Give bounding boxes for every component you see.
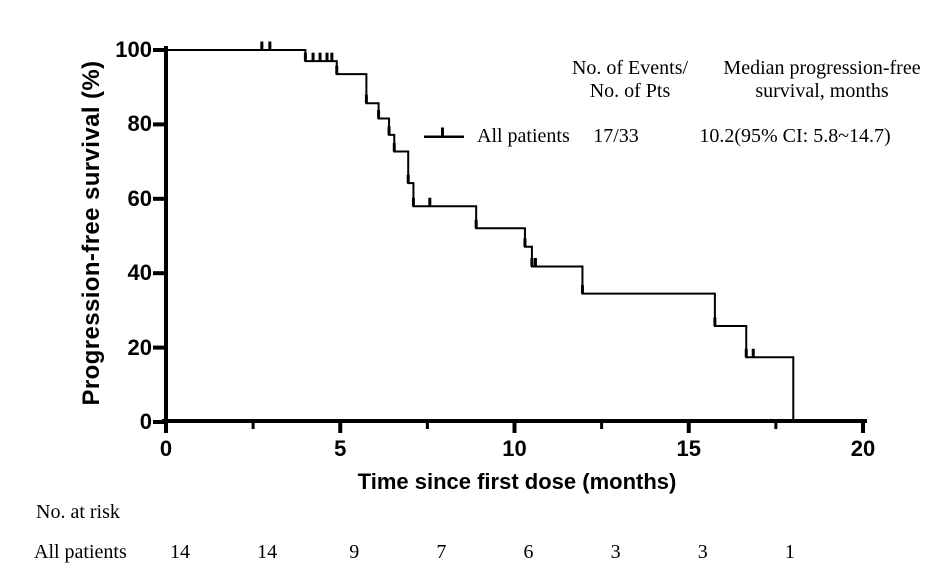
legend-series-label: All patients: [477, 125, 570, 147]
x-axis-title: Time since first dose (months): [357, 469, 677, 494]
legend-events-header-line2: No. of Pts: [589, 80, 671, 102]
event-tick-mark: [474, 219, 478, 229]
risk-value: 3: [697, 541, 708, 563]
censor-tick-mark: [311, 52, 315, 62]
y-axis-tick: [153, 122, 164, 127]
x-axis-minor-tick: [251, 423, 255, 429]
event-tick-mark: [580, 285, 584, 294]
x-tick-label: 20: [850, 436, 876, 461]
risk-value: 14: [170, 541, 190, 563]
y-tick-label: 80: [127, 111, 152, 137]
y-axis-tick: [153, 420, 164, 424]
y-axis-tick: [153, 345, 164, 350]
x-axis-tick: [861, 423, 865, 433]
event-tick-mark: [392, 143, 396, 152]
censor-tick-mark: [533, 258, 537, 267]
event-tick-mark: [335, 65, 339, 75]
y-tick-label: 100: [115, 37, 152, 62]
x-axis-spine: [162, 419, 867, 423]
event-tick-mark: [364, 94, 368, 104]
event-tick-mark: [411, 197, 415, 207]
legend-median-header-line2: survival, months: [755, 80, 889, 102]
x-axis-tick: [338, 423, 343, 433]
risk-value: 9: [349, 541, 360, 563]
x-axis-minor-tick: [425, 423, 429, 429]
legend-events-column-header: No. of Events/ No. of Pts: [540, 57, 720, 103]
censor-tick-mark: [325, 52, 329, 62]
risk-row-label: All patients: [34, 541, 127, 563]
event-tick-mark: [406, 174, 410, 184]
event-tick-mark: [744, 348, 748, 358]
x-axis-tick: [512, 423, 517, 433]
legend-events-value: 17/33: [593, 125, 639, 147]
km-curve-all-patients: [166, 49, 795, 422]
event-tick-mark: [387, 126, 391, 135]
censor-tick-mark: [330, 52, 334, 62]
y-tick-label: 40: [127, 260, 152, 286]
censor-tick-mark: [268, 41, 272, 50]
censor-tick-mark: [260, 41, 264, 50]
legend-median-value: 10.2(95% CI: 5.8~14.7): [699, 125, 891, 147]
x-axis-minor-tick: [774, 423, 778, 429]
x-axis-tick: [164, 423, 168, 433]
event-tick-mark: [377, 109, 381, 119]
risk-value: 7: [436, 541, 447, 563]
censor-tick-mark: [428, 197, 432, 207]
y-axis-spine: [164, 46, 168, 423]
x-axis-tick: [686, 423, 691, 433]
risk-value: 6: [523, 541, 534, 563]
y-tick-label: 0: [139, 409, 152, 434]
censor-tick-mark: [751, 348, 755, 358]
risk-table-title: No. at risk: [36, 501, 120, 523]
x-axis-minor-tick: [600, 423, 604, 429]
y-axis-tick: [153, 48, 164, 52]
legend-median-column-header: Median progression-free survival, months: [700, 57, 931, 103]
y-axis-title: Progression-free survival (%): [78, 60, 105, 406]
x-tick-label: 15: [676, 436, 701, 461]
y-axis-tick: [153, 271, 164, 276]
x-tick-label: 10: [502, 436, 527, 461]
censor-tick-mark: [318, 52, 322, 62]
event-tick-mark: [530, 258, 534, 267]
event-tick-mark: [713, 317, 717, 327]
legend-events-header-line1: No. of Events/: [571, 57, 689, 79]
risk-value: 14: [257, 541, 278, 563]
risk-value: 3: [610, 541, 621, 563]
event-tick-mark: [303, 52, 307, 62]
y-axis-tick: [153, 196, 164, 201]
risk-value: 1: [784, 541, 795, 563]
x-tick-label: 5: [334, 436, 347, 461]
y-tick-label: 20: [127, 334, 152, 360]
legend-median-header-line1: Median progression-free: [723, 57, 921, 79]
event-tick-mark: [523, 238, 527, 247]
y-tick-label: 60: [127, 185, 152, 211]
x-tick-label: 0: [159, 436, 173, 461]
legend-km-symbol-tick: [441, 127, 444, 137]
